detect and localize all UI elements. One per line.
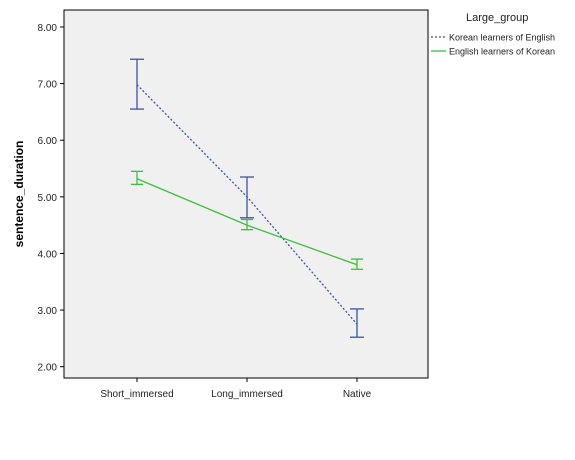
legend: Large_group Korean learners of English En… [431, 12, 555, 57]
x-tick-label: Long_immersed [211, 389, 283, 400]
series-line [136, 178, 358, 266]
y-tick-label: 3.00 [38, 306, 58, 317]
y-ticks: 2.00 3.00 4.00 5.00 6.00 7.00 8.00 [38, 23, 64, 374]
y-tick-label: 8.00 [38, 23, 58, 34]
y-axis-label: sentence_duration [12, 141, 26, 248]
legend-title: Large_group [466, 12, 528, 24]
error-bar [131, 170, 143, 186]
x-tick-label: Native [343, 389, 372, 400]
x-tick-label: Short_immersed [100, 389, 173, 400]
y-tick-label: 5.00 [38, 193, 58, 204]
y-tick-label: 2.00 [38, 363, 58, 374]
y-tick-label: 7.00 [38, 80, 58, 91]
plot-area [63, 9, 429, 379]
y-tick-label: 4.00 [38, 249, 58, 260]
x-ticks: Short_immersed Long_immersed Native [100, 378, 372, 400]
error-bar [350, 308, 364, 338]
series-line [136, 84, 358, 325]
error-bar [130, 58, 144, 110]
series-lines [136, 84, 358, 325]
y-tick-label: 6.00 [38, 136, 58, 147]
legend-label: English learners of Korean [449, 47, 555, 57]
legend-label: Korean learners of English [449, 33, 555, 43]
